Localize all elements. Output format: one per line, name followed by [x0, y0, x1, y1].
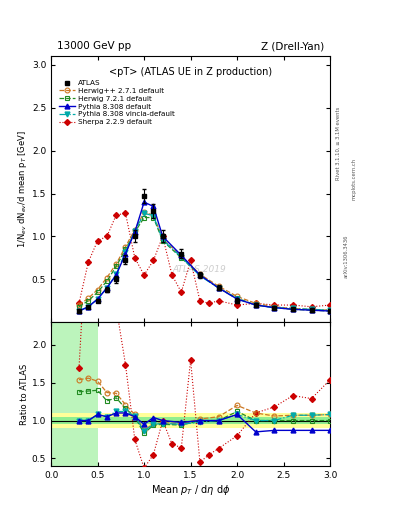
Text: Z (Drell-Yan): Z (Drell-Yan) [261, 41, 325, 51]
Text: arXiv:1306.3436: arXiv:1306.3436 [344, 234, 349, 278]
Text: <pT> (ATLAS UE in Z production): <pT> (ATLAS UE in Z production) [109, 67, 272, 77]
Text: 13000 GeV pp: 13000 GeV pp [57, 41, 131, 51]
Text: mcplots.cern.ch: mcplots.cern.ch [352, 158, 357, 200]
Text: Rivet 3.1.10, ≥ 3.1M events: Rivet 3.1.10, ≥ 3.1M events [336, 106, 341, 180]
Y-axis label: 1/N$_{ev}$ dN$_{ev}$/d mean p$_T$ [GeV]: 1/N$_{ev}$ dN$_{ev}$/d mean p$_T$ [GeV] [16, 131, 29, 248]
X-axis label: Mean $p_T$ / d$\eta$ d$\phi$: Mean $p_T$ / d$\eta$ d$\phi$ [151, 482, 230, 497]
Legend: ATLAS, Herwig++ 2.7.1 default, Herwig 7.2.1 default, Pythia 8.308 default, Pythi: ATLAS, Herwig++ 2.7.1 default, Herwig 7.… [57, 78, 176, 127]
Y-axis label: Ratio to ATLAS: Ratio to ATLAS [20, 364, 29, 424]
Text: ATLAS 2019: ATLAS 2019 [172, 265, 226, 273]
